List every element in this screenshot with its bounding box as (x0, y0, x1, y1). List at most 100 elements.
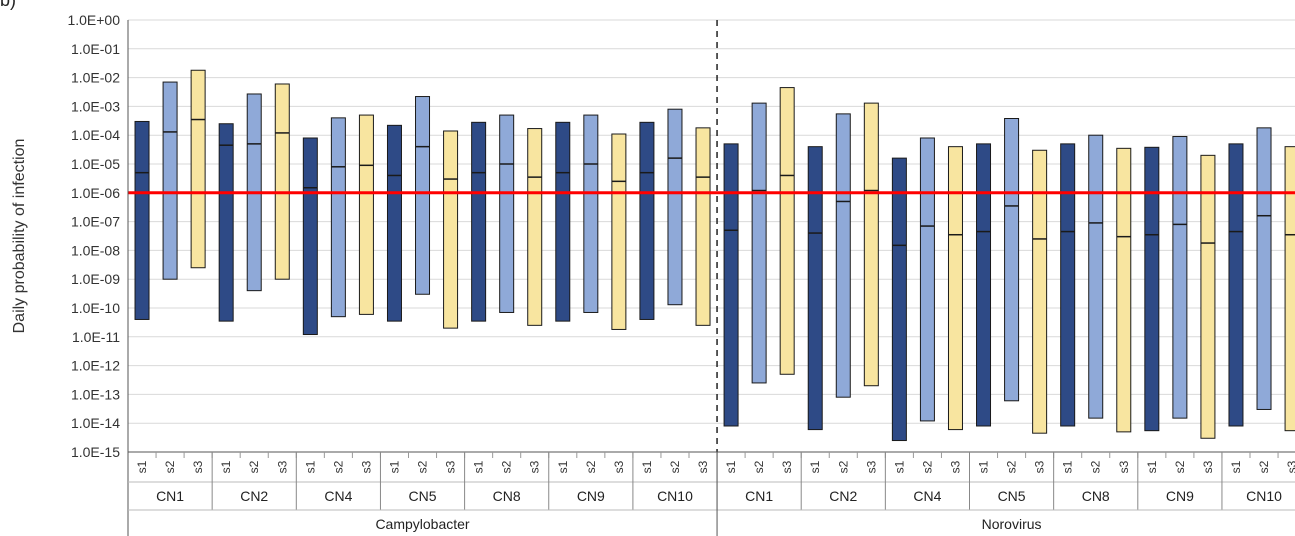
panel-label: b) (0, 0, 17, 10)
bar-norovirus-cn8-s3 (1116, 147, 1132, 433)
scenario-tick-label: s3 (191, 460, 205, 473)
bar-norovirus-cn2-s2 (835, 113, 851, 398)
scenario-tick-label: s1 (303, 460, 317, 473)
bar-norovirus-cn9-s2 (1172, 136, 1188, 419)
scenario-tick-label: s2 (584, 460, 598, 473)
scenario-tick-label: s1 (219, 460, 233, 473)
scenario-tick-label: s3 (444, 460, 458, 473)
bar-campylobacter-cn4-s3 (358, 114, 374, 315)
scenario-tick-label: s1 (892, 460, 906, 473)
scenario-tick-label: s1 (977, 460, 991, 473)
scenario-tick-label: s3 (612, 460, 626, 473)
site-label: CN8 (493, 488, 521, 504)
scenario-tick-label: s2 (1173, 460, 1187, 473)
bar-campylobacter-cn9-s3 (611, 133, 627, 330)
scenario-tick-label: s1 (1229, 460, 1243, 473)
y-tick-label: 1.0E-02 (71, 70, 120, 86)
site-label: CN5 (998, 488, 1026, 504)
scenario-tick-label: s1 (472, 460, 486, 473)
y-tick-label: 1.0E-06 (71, 185, 120, 201)
y-tick-label: 1.0E-15 (71, 444, 120, 460)
scenario-tick-label: s2 (163, 460, 177, 473)
y-tick-label: 1.0E+00 (67, 12, 120, 28)
scenario-tick-label: s1 (808, 460, 822, 473)
bar-norovirus-cn2-s1 (807, 146, 823, 431)
bar-campylobacter-cn9-s2 (583, 114, 599, 313)
bar-norovirus-cn5-s1 (976, 143, 992, 427)
bar-campylobacter-cn4-s1 (302, 137, 318, 336)
scenario-tick-label: s1 (135, 460, 149, 473)
bar-campylobacter-cn1-s1 (134, 120, 150, 320)
y-tick-label: 1.0E-03 (71, 98, 120, 114)
scenario-tick-label: s1 (387, 460, 401, 473)
bar-campylobacter-cn2-s3 (274, 83, 290, 280)
scenario-tick-label: s2 (500, 460, 514, 473)
y-tick-label: 1.0E-05 (71, 156, 120, 172)
scenario-tick-label: s1 (1061, 460, 1075, 473)
y-tick-label: 1.0E-10 (71, 300, 120, 316)
scenario-tick-label: s1 (724, 460, 738, 473)
bar-norovirus-cn9-s1 (1144, 146, 1160, 432)
site-label: CN1 (745, 488, 773, 504)
scenario-tick-label: s1 (556, 460, 570, 473)
grid-lines (128, 19, 1295, 453)
scenario-tick-label: s3 (1033, 460, 1047, 473)
scenario-tick-label: s2 (416, 460, 430, 473)
bar-norovirus-cn4-s2 (919, 137, 935, 422)
site-label: CN10 (1246, 488, 1282, 504)
bar-norovirus-cn8-s1 (1060, 143, 1076, 427)
bar-campylobacter-cn10-s2 (667, 108, 683, 306)
scenario-tick-label: s2 (331, 460, 345, 473)
scenario-tick-label: s2 (247, 460, 261, 473)
scenario-tick-label: s2 (668, 460, 682, 473)
bar-campylobacter-cn5-s2 (415, 96, 431, 295)
y-tick-label: 1.0E-14 (71, 415, 120, 431)
scenario-tick-label: s3 (528, 460, 542, 473)
bar-norovirus-cn4-s1 (891, 157, 907, 442)
bar-norovirus-cn10-s1 (1228, 143, 1244, 427)
bar-norovirus-cn5-s2 (1004, 118, 1020, 402)
y-tick-label: 1.0E-07 (71, 214, 120, 230)
bar-campylobacter-cn10-s1 (639, 121, 655, 320)
scenario-tick-label: s2 (920, 460, 934, 473)
site-label: CN4 (324, 488, 352, 504)
bar-norovirus-cn2-s3 (863, 102, 879, 387)
site-label: CN8 (1082, 488, 1110, 504)
bars-layer (134, 69, 1295, 442)
scenario-tick-label: s1 (1145, 460, 1159, 473)
scenario-tick-label: s1 (640, 460, 654, 473)
bar-norovirus-cn9-s3 (1200, 154, 1216, 439)
scenario-tick-label: s3 (1201, 460, 1215, 473)
bar-norovirus-cn8-s2 (1088, 134, 1104, 419)
scenario-tick-label: s3 (275, 460, 289, 473)
site-label: CN10 (657, 488, 693, 504)
bar-norovirus-cn1-s3 (779, 87, 795, 375)
scenario-tick-label: s3 (864, 460, 878, 473)
scenario-tick-label: s3 (359, 460, 373, 473)
scenario-tick-label: s2 (1257, 460, 1271, 473)
bar-campylobacter-cn5-s1 (386, 124, 402, 322)
axes-layer: 1.0E+00 1.0E-01 1.0E-02 1.0E-03 1.0E-04 1.0E-… (67, 12, 1295, 536)
scenario-tick-label: s2 (836, 460, 850, 473)
pathogen-label: Norovirus (982, 516, 1042, 532)
pathogen-separators (716, 20, 718, 452)
site-label: CN5 (409, 488, 437, 504)
bar-norovirus-cn1-s2 (751, 102, 767, 384)
bar-campylobacter-cn2-s1 (218, 123, 234, 322)
bar-norovirus-cn4-s3 (947, 146, 963, 431)
bar-campylobacter-cn9-s1 (555, 121, 571, 322)
site-label: CN2 (829, 488, 857, 504)
scenario-tick-label: s2 (1089, 460, 1103, 473)
scenario-tick-label: s2 (752, 460, 766, 473)
scenario-tick-label: s3 (1117, 460, 1131, 473)
bar-campylobacter-cn8-s3 (527, 128, 543, 326)
bar-campylobacter-cn5-s3 (443, 130, 459, 329)
bar-norovirus-cn1-s1 (723, 143, 739, 427)
bar-norovirus-cn10-s2 (1256, 127, 1272, 410)
bar-campylobacter-cn8-s1 (471, 121, 487, 322)
scenario-tick-label: s2 (1005, 460, 1019, 473)
site-label: CN2 (240, 488, 268, 504)
site-label: CN9 (1166, 488, 1194, 504)
scenario-tick-label: s3 (780, 460, 794, 473)
bar-norovirus-cn5-s3 (1032, 149, 1048, 434)
